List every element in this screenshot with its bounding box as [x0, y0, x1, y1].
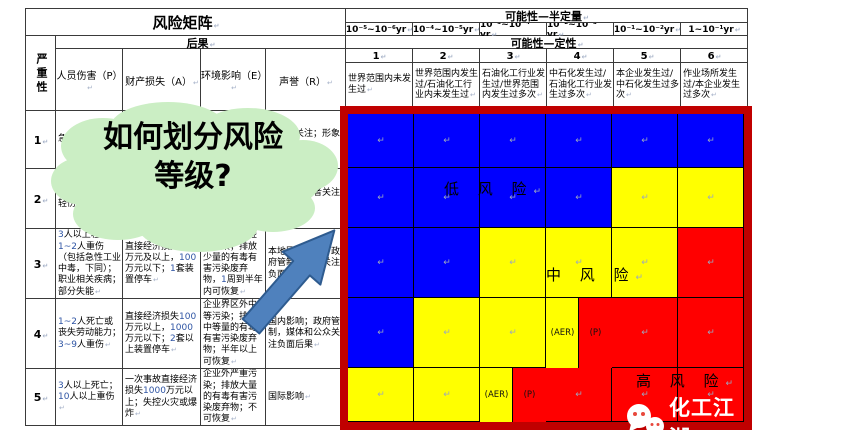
matrix-cell-r5c1: ↵ — [348, 368, 414, 422]
matrix-cell-r1c1: ↵ — [348, 114, 414, 168]
table-title: 风险矩阵 — [26, 9, 346, 36]
semi-quantitative-label: 可能性—半定量 — [346, 9, 748, 23]
matrix-cell-r1c6: ↵ — [678, 114, 744, 168]
low-risk-label: 低 风 险↵ — [444, 180, 542, 198]
freq-range-3: 10⁻³~10⁻⁴ yr — [480, 23, 547, 36]
callout-text: 如何划分风险 等级? — [103, 120, 283, 194]
matrix-cell-r4c5: ↵ — [612, 298, 678, 368]
severity-row-1: 1 — [26, 111, 56, 169]
matrix-cell-r4c2: ↵ — [414, 298, 480, 368]
prob-desc-1: 世界范围内未发生过 — [346, 63, 413, 107]
matrix-cell-r4c4: (AER) (P) — [546, 298, 612, 368]
col-header-person: 人员伤害（P） — [56, 49, 123, 111]
cell-r5-asset: 一次事故直接经济损失1000万元以上；失控火灾或爆炸 — [123, 369, 201, 426]
matrix-cell-r3c6: ↵ — [678, 228, 744, 298]
cell-r5-reputation: 国际影响 — [266, 369, 346, 426]
cell-r3-person: 3人以上轻伤，1~2人重伤（包括急性工业中毒，下同）；职业相关疾病；部分失能 — [56, 229, 123, 299]
cell-r4-asset: 直接经济损失100万元以上，1000万元以下；2套以上装置停车 — [123, 299, 201, 369]
callout-arrow-icon — [229, 211, 357, 346]
matrix-cell-r5c2: ↵ — [414, 368, 480, 422]
prob-level-5: 5 — [614, 49, 681, 63]
matrix-split-left: (AER) — [546, 298, 579, 368]
matrix-split-left: (AER) — [480, 368, 513, 422]
prob-desc-3: 石油化工行业发生过/世界范围内发生过多次 — [480, 63, 547, 107]
matrix-cell-r4c1: ↵ — [348, 298, 414, 368]
cell-r5-person: 3人以上死亡；10人以上重伤 — [56, 369, 123, 426]
matrix-cell-r3c5: ↵ — [612, 228, 678, 298]
matrix-cell-r5c3: (AER) (P) — [480, 368, 546, 422]
freq-range-6: 1~10⁻¹yr — [681, 23, 748, 36]
cloud-shape-icon — [51, 102, 338, 252]
prob-level-2: 2 — [413, 49, 480, 63]
matrix-cell-r1c2: ↵ — [414, 114, 480, 168]
matrix-cell-r3c3: ↵ — [480, 228, 546, 298]
matrix-cell-r2c1: ↵ — [348, 168, 414, 228]
severity-label: 严重性 — [26, 36, 56, 111]
watermark: 化工江湖 — [626, 392, 744, 430]
col-header-environment: 环境影响（E） — [201, 49, 266, 111]
matrix-cell-r3c2: ↵ — [414, 228, 480, 298]
prob-level-1: 1 — [346, 49, 413, 63]
high-risk-label: 高 风 险↵ — [636, 372, 734, 390]
matrix-split-right: (P) — [513, 368, 546, 422]
freq-range-5: 10⁻¹~10⁻²yr — [614, 23, 681, 36]
matrix-cell-r4c6: ↵ — [678, 298, 744, 368]
risk-matrix: ↵ ↵ ↵ ↵ ↵ ↵ ↵ ↵ ↵ ↵ ↵ ↵ ↵ ↵ ↵ ↵ ↵ ↵ ↵ ↵ ↵ (AER) (P) ↵ ↵ ↵ ↵ (AER) (P… — [340, 106, 752, 430]
prob-level-3: 3 — [480, 49, 547, 63]
probability-header: 可能性—半定量 10⁻⁵~10⁻⁶yr 10⁻⁴~10⁻⁵yr 10⁻³~10⁻… — [345, 8, 748, 107]
prob-level-4: 4 — [547, 49, 614, 63]
matrix-split-right: (P) — [579, 298, 612, 368]
matrix-cell-r5c6: ↵ — [678, 368, 744, 422]
cell-r5-environment: 企业外严重污染；排放大量的有毒有害污染废弃物；不可恢复 — [201, 369, 266, 426]
prob-desc-2: 世界范围内发生过/石油化工行业内未发生过 — [413, 63, 480, 107]
callout-cloud: 如何划分风险 等级? — [48, 96, 340, 258]
prob-level-6: 6 — [681, 49, 748, 63]
matrix-cell-r2c3: ↵ — [480, 168, 546, 228]
prob-desc-6: 作业场所发生过/本企业发生过多次 — [681, 63, 748, 107]
cell-r4-reputation: 国内影响；政府管制，媒体和公众关注负面后果 — [266, 299, 346, 369]
freq-range-2: 10⁻⁴~10⁻⁵yr — [413, 23, 480, 36]
watermark-text: 化工江湖 — [669, 396, 735, 430]
severity-row-2: 2 — [26, 169, 56, 229]
cell-r4-environment: 企业界区外中等污染；排放中等量的有毒有害污染废弃物；半年以上可恢复 — [201, 299, 266, 369]
matrix-cell-r2c6: ↵ — [678, 168, 744, 228]
wechat-bubbles-icon — [626, 403, 666, 430]
consequence-label: 后果 — [56, 36, 346, 50]
matrix-cell-r4c3: ↵ — [480, 298, 546, 368]
matrix-cell-r1c3: ↵ — [480, 114, 546, 168]
severity-row-4: 4 — [26, 299, 56, 369]
freq-range-4: 10⁻²~10⁻³ yr — [547, 23, 614, 36]
prob-desc-4: 中石化发生过/石油化工行业发生过多次 — [547, 63, 614, 107]
qualitative-label: 可能性—定性 — [346, 36, 748, 50]
cell-r4-person: 1~2人死亡或丧失劳动能力；3~9人重伤 — [56, 299, 123, 369]
matrix-cell-r1c4: ↵ — [546, 114, 612, 168]
matrix-cell-r2c2: ↵ — [414, 168, 480, 228]
severity-row-5: 5 — [26, 369, 56, 426]
medium-risk-label: 中 风 险↵ — [546, 266, 644, 284]
matrix-cell-r1c5: ↵ — [612, 114, 678, 168]
matrix-cell-r5c4: ↵ — [546, 368, 612, 422]
severity-row-3: 3 — [26, 229, 56, 299]
matrix-cell-r2c5: ↵ — [612, 168, 678, 228]
matrix-cell-r3c1: ↵ — [348, 228, 414, 298]
risk-matrix-grid: ↵ ↵ ↵ ↵ ↵ ↵ ↵ ↵ ↵ ↵ ↵ ↵ ↵ ↵ ↵ ↵ ↵ ↵ ↵ ↵ ↵ (AER) (P) ↵ ↵ ↵ ↵ (AER) (P… — [348, 114, 744, 422]
col-header-reputation: 声誉（R） — [266, 49, 346, 111]
matrix-cell-r2c4: ↵ — [546, 168, 612, 228]
col-header-asset: 财产损失（A） — [123, 49, 201, 111]
matrix-cell-r3c4: ↵ — [546, 228, 612, 298]
prob-desc-5: 本企业发生过/中石化发生过多次 — [614, 63, 681, 107]
freq-range-1: 10⁻⁵~10⁻⁶yr — [346, 23, 413, 36]
